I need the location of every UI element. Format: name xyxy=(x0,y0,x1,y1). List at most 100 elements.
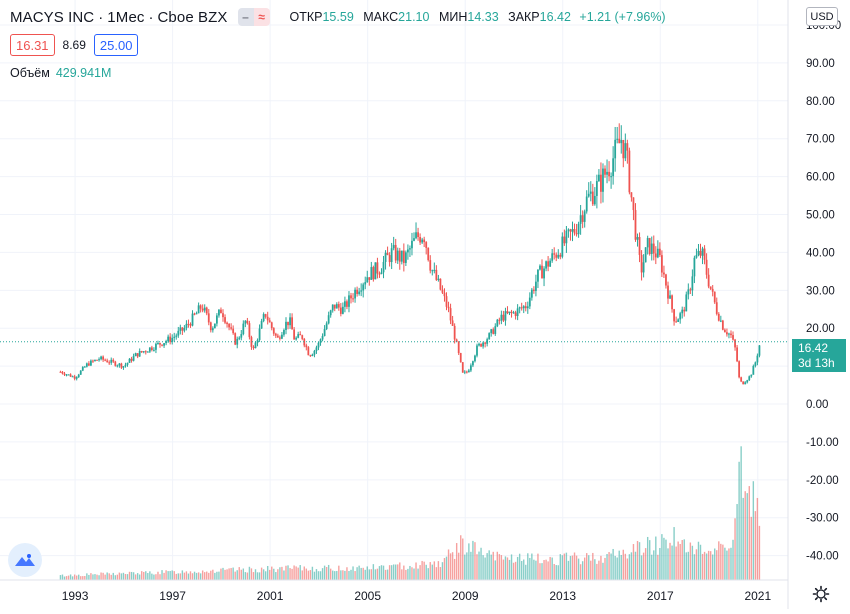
volume-bar xyxy=(632,544,635,580)
volume-bar xyxy=(159,574,161,580)
volume-bar xyxy=(236,570,238,580)
volume-bar xyxy=(539,563,541,580)
candle-body xyxy=(624,143,627,159)
candle-body xyxy=(264,314,267,317)
volume-bar xyxy=(246,572,249,580)
candle-body xyxy=(457,341,460,354)
volume-bar xyxy=(311,566,314,580)
volume-bar xyxy=(285,565,287,580)
candle-body xyxy=(693,257,696,277)
volume-bar xyxy=(392,564,395,580)
volume-bar xyxy=(138,574,141,580)
candle-body xyxy=(134,353,137,357)
volume-bar xyxy=(748,486,750,580)
candle-body xyxy=(352,298,354,300)
volume-bar xyxy=(679,543,681,580)
candle-body xyxy=(161,344,163,346)
compare-wave-icon[interactable]: ≈ xyxy=(253,8,270,26)
volume-bar xyxy=(350,569,352,580)
volume-bar xyxy=(447,549,450,580)
candle-body xyxy=(329,310,332,316)
candle-body xyxy=(185,323,188,329)
candle-body xyxy=(281,334,283,339)
volume-bar xyxy=(301,570,303,580)
volume-bar xyxy=(746,493,748,580)
candle-body xyxy=(226,322,228,325)
candle-body xyxy=(709,286,712,289)
candle-body xyxy=(331,304,334,311)
volume-bar xyxy=(332,570,334,580)
candle-body xyxy=(726,332,728,335)
symbol-name[interactable]: MACYS INC xyxy=(10,8,95,26)
volume-bar xyxy=(466,552,468,580)
time-tick-label: 2001 xyxy=(257,589,284,603)
candle-body xyxy=(382,261,385,273)
candle-body xyxy=(728,333,730,335)
price-tick-label: -40.00 xyxy=(806,551,839,563)
candle-body xyxy=(715,302,718,314)
volume-bar xyxy=(590,560,592,580)
candle-body xyxy=(376,262,379,274)
price-tick-label: 40.00 xyxy=(806,247,835,259)
candle-body xyxy=(315,347,318,351)
volume-bar xyxy=(260,567,263,580)
volume-bar xyxy=(468,543,470,580)
volume-bar xyxy=(145,571,147,580)
volume-bar xyxy=(155,574,157,580)
candle-body xyxy=(205,307,208,314)
sell-button[interactable]: 16.31 xyxy=(10,34,55,56)
candle-body xyxy=(577,223,580,235)
volume-bar xyxy=(579,564,582,580)
volume-bar xyxy=(224,569,226,580)
candle-body xyxy=(482,342,484,347)
volume-bar xyxy=(149,571,151,580)
volume-bar xyxy=(525,564,527,580)
volume-bar xyxy=(537,553,539,580)
settings-gear-icon[interactable] xyxy=(812,585,830,603)
candle-body xyxy=(642,262,645,273)
candle-body xyxy=(701,248,704,256)
candle-body xyxy=(246,320,249,324)
volume-bar xyxy=(460,535,462,580)
candle-body xyxy=(59,371,62,373)
candle-body xyxy=(717,313,720,321)
candle-body xyxy=(132,356,135,361)
volume-bar xyxy=(382,565,385,580)
candle-body xyxy=(323,328,326,336)
candle-body xyxy=(703,248,706,260)
interval-label[interactable]: 1Мес xyxy=(107,8,145,26)
candle-body xyxy=(695,255,698,258)
candle-body xyxy=(463,371,466,373)
volume-bar xyxy=(208,572,210,580)
currency-button[interactable]: USD xyxy=(806,7,838,26)
volume-bar xyxy=(653,550,655,580)
candle-body xyxy=(610,176,613,178)
volume-bar xyxy=(120,573,123,580)
candle-body xyxy=(707,274,710,287)
candle-body xyxy=(413,238,415,241)
candle-body xyxy=(506,311,509,314)
buy-button[interactable]: 25.00 xyxy=(93,34,139,56)
volume-bar xyxy=(606,554,608,580)
tradingview-logo-icon[interactable] xyxy=(8,543,42,577)
candle-body xyxy=(248,323,251,338)
volume-bar xyxy=(122,572,125,580)
candle-body xyxy=(494,326,497,334)
volume-bar xyxy=(443,558,446,580)
hide-icon[interactable]: – xyxy=(237,8,254,26)
price-tick-label: 90.00 xyxy=(806,58,835,70)
volume-bar xyxy=(472,540,474,580)
volume-bar xyxy=(94,574,96,580)
volume-bar xyxy=(291,568,293,580)
candle-body xyxy=(181,327,184,331)
volume-bar xyxy=(709,551,712,580)
volume-bar xyxy=(279,567,281,580)
volume-bar xyxy=(655,536,657,580)
candle-body xyxy=(366,277,369,283)
volume-bar xyxy=(214,572,216,580)
volume-bar xyxy=(453,558,456,580)
volume-bar xyxy=(628,554,631,580)
candle-body xyxy=(116,365,119,367)
